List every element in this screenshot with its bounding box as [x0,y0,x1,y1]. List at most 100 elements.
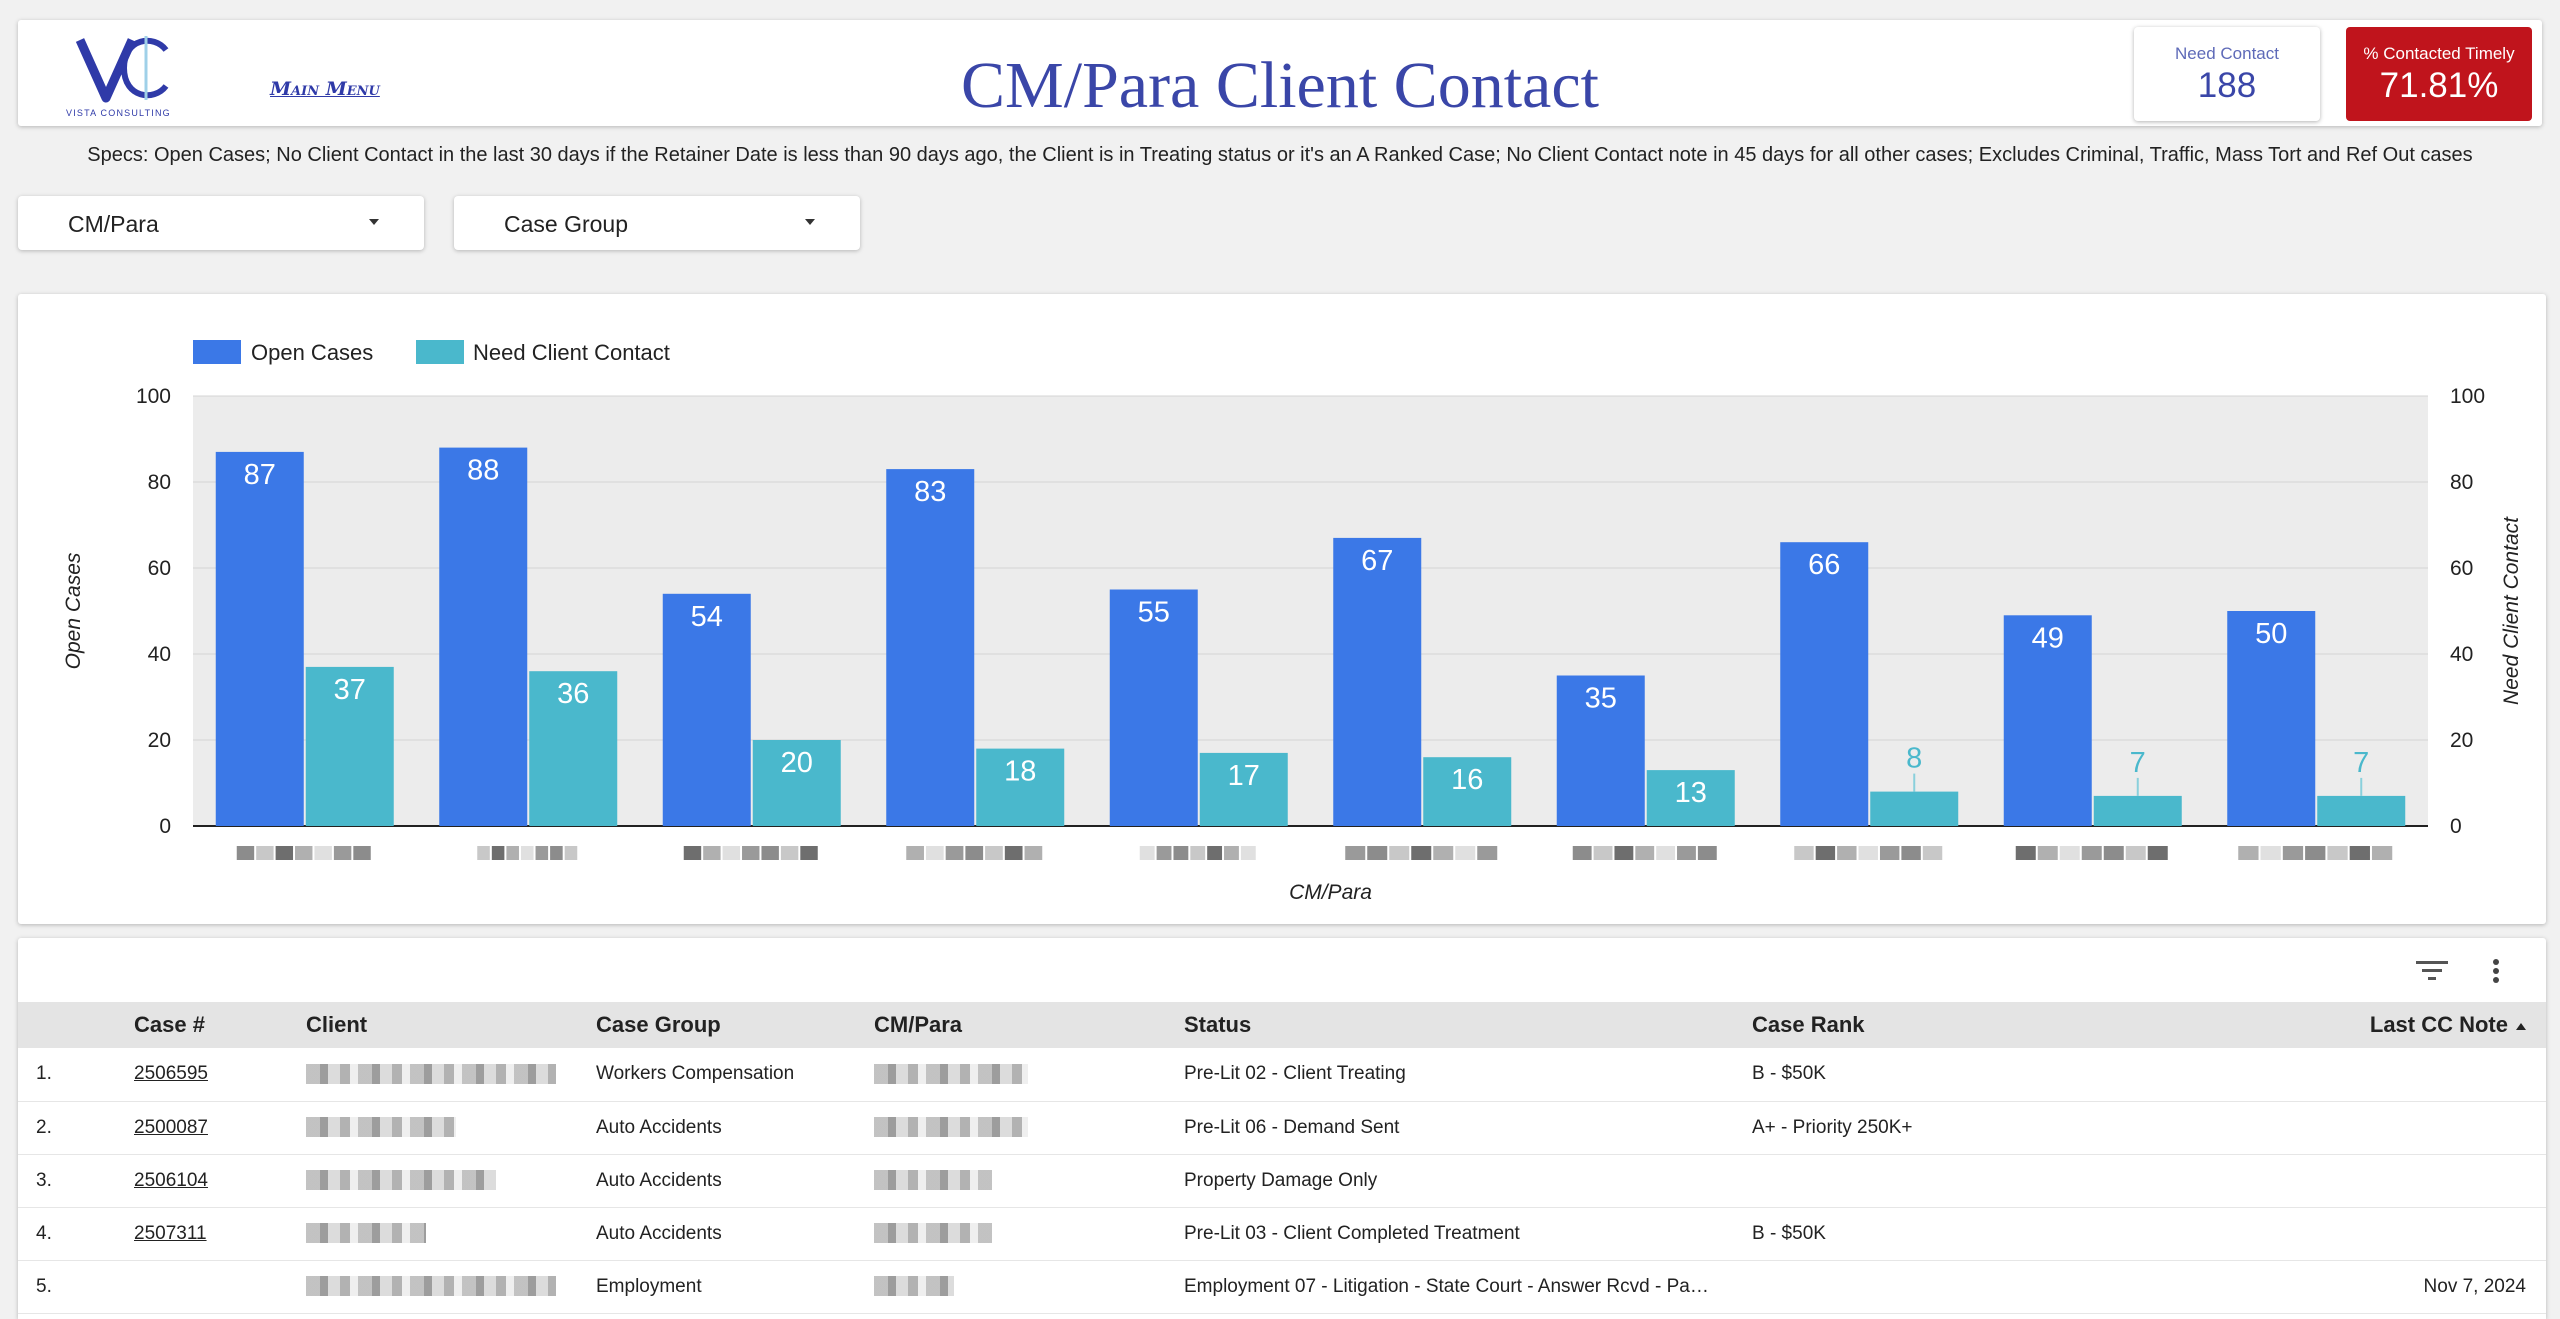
filter-icon[interactable] [2414,956,2450,986]
redacted-category-label [314,846,332,860]
y-tick-label: 0 [159,815,171,838]
col-header-last-cc-note[interactable]: Last CC Note [2172,1002,2546,1048]
cm-para-filter-label: CM/Para [68,211,159,237]
contacted-timely-value: 71.81% [2379,66,2499,105]
redacted-category-label [1794,846,1814,860]
case-group-filter-dropdown[interactable]: Case Group [454,196,860,250]
col-header-case[interactable]: Case # [134,1012,205,1037]
redacted-category-label [1922,846,1943,860]
redacted-category-label [1614,846,1634,860]
row-index: 3. [36,1169,52,1191]
redacted-category-label [1389,846,1410,860]
col-header-case-rank[interactable]: Case Rank [1752,1012,1865,1037]
table-header-row: Case # Client Case Group CM/Para Status … [18,1002,2546,1048]
need-contact-data-label: 17 [1228,760,1260,792]
redacted-category-label [1858,846,1878,860]
redacted-category-label [2037,846,2058,860]
table-row[interactable]: 5. Employment Employment 07 - Litigation -… [18,1260,2546,1313]
open-cases-bar [1780,542,1869,826]
need-contact-bar [305,666,394,826]
redacted-category-label [2103,846,2124,860]
redacted-category-label [1156,846,1172,860]
client-cell-redacted [306,1260,596,1313]
table-row[interactable]: 1. 2506595 Workers Compensation Pre-Lit 02 … [18,1048,2546,1101]
logo-text: VISTA CONSULTING [66,108,171,118]
redacted-category-label [1656,846,1676,860]
redacted-category-label [2260,846,2281,860]
open-cases-bar [886,469,975,826]
case-number-link[interactable]: 2500087 [134,1116,208,1138]
case-number-cell: 2507311 [134,1207,306,1260]
redacted-category-label [564,846,578,860]
need-contact-bar [529,671,618,826]
need-contact-data-label: 13 [1675,777,1707,809]
case-rank-cell: B - $50K [1752,1222,1826,1244]
need-contact-bar [1199,752,1288,826]
legend-label-need-contact: Need Client Contact [473,340,670,365]
case-number-link[interactable]: 2506104 [134,1169,208,1191]
table-row[interactable]: 4. 2507311 Auto Accidents Pre-Lit 03 - Clie… [18,1207,2546,1260]
table-row[interactable]: 2. 2500087 Auto Accidents Pre-Lit 06 - Dema… [18,1101,2546,1154]
redacted-category-label [985,846,1003,860]
case-number-link[interactable]: 2506595 [134,1063,208,1085]
y-tick-label: 20 [148,729,171,752]
col-header-client[interactable]: Client [306,1012,368,1037]
vista-consulting-logo: VISTA CONSULTING [66,36,171,118]
open-cases-data-label: 49 [2032,622,2064,654]
col-header-cm-para[interactable]: CM/Para [874,1012,963,1037]
redacted-category-label [1677,846,1696,860]
open-cases-data-label: 66 [1808,549,1840,581]
case-number-cell: 2506595 [134,1048,306,1101]
y-tick-label: 40 [148,643,171,666]
redacted-category-label [1345,846,1366,860]
redacted-category-label [333,846,352,860]
specs-text: Specs: Open Cases; No Client Contact in … [87,144,2473,166]
redacted-category-label [2081,846,2102,860]
case-group-cell: Auto Accidents [596,1169,722,1191]
need-contact-data-label: 7 [2353,747,2369,779]
open-cases-bar [1333,537,1422,826]
col-header-case-group[interactable]: Case Group [596,1012,721,1037]
legend-swatch-open-cases [193,340,241,364]
cm-para-filter-dropdown[interactable]: CM/Para [18,196,424,250]
last-cc-note-cell [2172,1048,2546,1101]
open-cases-data-label: 83 [914,476,946,508]
open-cases-data-label: 55 [1138,597,1170,629]
col-header-status[interactable]: Status [1184,1012,1252,1037]
col-header-last-cc-note-label: Last CC Note [2369,1012,2508,1037]
redacted-category-label [491,846,505,860]
y2-tick-label: 20 [2450,729,2473,752]
redacted-category-label [2059,846,2080,860]
redacted-category-label [2349,846,2370,860]
y2-tick-label: 60 [2450,557,2473,580]
redacted-category-label [906,846,924,860]
redacted-category-label [1240,846,1256,860]
status-cell: Employment 07 - Litigation - State Court… [1184,1275,1709,1297]
caret-down-icon [369,219,379,225]
chart-card: 0 0 20 20 40 40 60 60 80 80 100 100 87 88 54 83 55 67 35 66… [18,294,2546,924]
need-contact-bar [2317,795,2406,826]
case-group-cell: Auto Accidents [596,1116,722,1138]
case-number-link[interactable]: 2507311 [134,1222,207,1244]
main-menu-link[interactable]: Main Menu [270,78,380,100]
redacted-category-label [1455,846,1476,860]
redacted-category-label [550,846,563,860]
redacted-category-label [2147,846,2168,860]
redacted-category-label [800,846,818,860]
sort-ascending-icon [2516,1022,2526,1030]
redacted-category-label [1697,846,1717,860]
table-row[interactable]: 3. 2506104 Auto Accidents Property Damage O… [18,1154,2546,1207]
redacted-block [306,1170,496,1191]
cm-para-cell-redacted [874,1260,1184,1313]
redacted-category-label [1635,846,1655,860]
need-contact-data-label: 20 [781,747,813,779]
open-cases-data-label: 50 [2255,618,2287,650]
open-cases-bar [1109,589,1198,826]
more-vert-icon[interactable] [2486,956,2506,986]
cm-para-cell-redacted [874,1154,1184,1207]
redacted-category-label [1004,846,1023,860]
redacted-block [874,1064,1028,1085]
last-cc-note-cell [2172,1207,2546,1260]
y2-tick-label: 80 [2450,471,2473,494]
open-cases-bar [662,593,751,826]
